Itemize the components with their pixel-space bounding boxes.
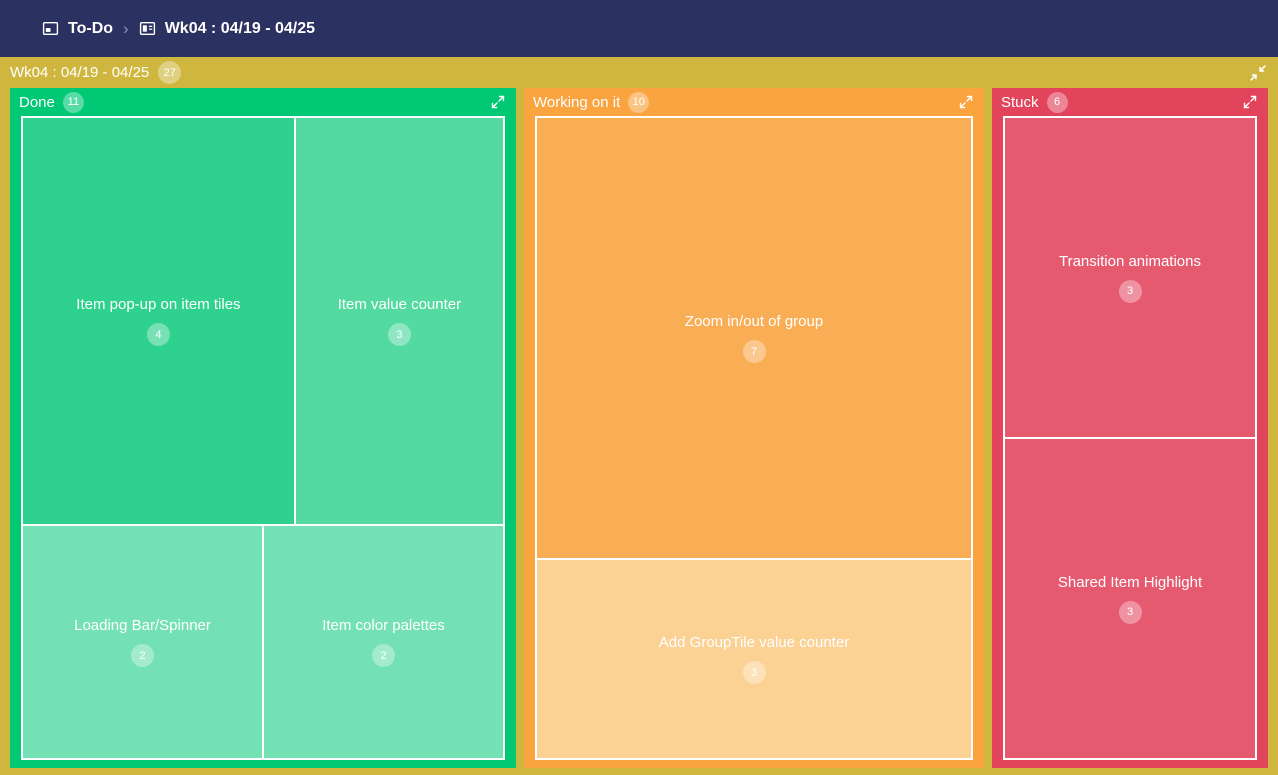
group-icon: [139, 20, 156, 37]
treemap-row: Item pop-up on item tiles 4 Item value c…: [23, 118, 503, 524]
group-working-title: Working on it: [533, 93, 621, 111]
item-tile[interactable]: Transition animations 3: [1005, 118, 1255, 437]
treemap-row: Loading Bar/Spinner 2 Item color palette…: [23, 526, 503, 758]
item-label: Zoom in/out of group: [684, 313, 824, 331]
item-tile[interactable]: Item pop-up on item tiles 4: [23, 118, 294, 524]
group-done-count-badge: 11: [62, 91, 84, 113]
item-count-badge: 2: [372, 644, 395, 667]
groups-row: Done 11 Item pop-up on item tiles 4 Item…: [0, 88, 1278, 775]
item-count-badge: 3: [742, 661, 766, 685]
item-count-badge: 3: [1118, 279, 1142, 303]
breadcrumb-separator: ›: [123, 18, 129, 38]
item-label: Shared Item Highlight: [1057, 573, 1203, 591]
item-count-badge: 2: [131, 644, 154, 667]
item-label: Add GroupTile value counter: [658, 634, 850, 652]
week-board: Wk04 : 04/19 - 04/25 27 Done 11: [0, 57, 1278, 775]
group-working-count-badge: 10: [628, 91, 650, 113]
breadcrumb-group-label: Wk04 : 04/19 - 04/25: [164, 19, 315, 37]
group-done-title: Done: [19, 93, 55, 111]
item-label: Transition animations: [1058, 252, 1201, 270]
group-stuck-header: Stuck 6: [992, 88, 1268, 116]
top-navbar: To-Do › Wk04 : 04/19 - 04/25: [0, 0, 1278, 57]
expand-icon[interactable]: [957, 93, 975, 111]
group-stuck-title: Stuck: [1001, 93, 1039, 111]
item-label: Item value counter: [337, 296, 462, 313]
item-tile[interactable]: Item value counter 3: [295, 118, 503, 524]
item-tile[interactable]: Item color palettes 2: [264, 526, 503, 758]
group-working-header: Working on it 10: [524, 88, 984, 116]
collapse-icon[interactable]: [1248, 63, 1268, 83]
board-icon: [42, 20, 59, 37]
item-label: Item color palettes: [322, 617, 445, 634]
group-stuck-treemap: Transition animations 3 Shared Item High…: [1003, 116, 1257, 760]
item-count-badge: 7: [742, 340, 766, 364]
expand-icon[interactable]: [1241, 93, 1259, 111]
group-stuck: Stuck 6 Transition animations 3 Shared I…: [992, 88, 1268, 768]
board-title: Wk04 : 04/19 - 04/25: [10, 64, 150, 81]
group-working-treemap: Zoom in/out of group 7 Add GroupTile val…: [535, 116, 973, 760]
group-done-header: Done 11: [10, 88, 516, 116]
item-tile[interactable]: Add GroupTile value counter 3: [537, 560, 971, 758]
item-count-badge: 4: [146, 323, 170, 346]
item-tile[interactable]: Loading Bar/Spinner 2: [23, 526, 262, 758]
item-count-badge: 3: [1118, 600, 1142, 624]
group-done: Done 11 Item pop-up on item tiles 4 Item…: [10, 88, 516, 768]
item-tile[interactable]: Shared Item Highlight 3: [1005, 439, 1255, 758]
board-header: Wk04 : 04/19 - 04/25 27: [0, 57, 1278, 88]
group-stuck-count-badge: 6: [1046, 91, 1068, 113]
breadcrumb-group[interactable]: Wk04 : 04/19 - 04/25: [139, 20, 315, 38]
item-label: Item pop-up on item tiles: [76, 296, 241, 313]
breadcrumb-board-label: To-Do: [68, 19, 114, 37]
item-tile[interactable]: Zoom in/out of group 7: [537, 118, 971, 559]
group-done-treemap: Item pop-up on item tiles 4 Item value c…: [21, 116, 505, 760]
item-label: Loading Bar/Spinner: [74, 617, 211, 634]
board-count-badge: 27: [158, 61, 182, 84]
group-working-on-it: Working on it 10 Zoom in/out of group 7 …: [524, 88, 984, 768]
breadcrumb-board[interactable]: To-Do: [42, 20, 113, 38]
expand-icon[interactable]: [489, 93, 507, 111]
item-count-badge: 3: [387, 323, 411, 346]
